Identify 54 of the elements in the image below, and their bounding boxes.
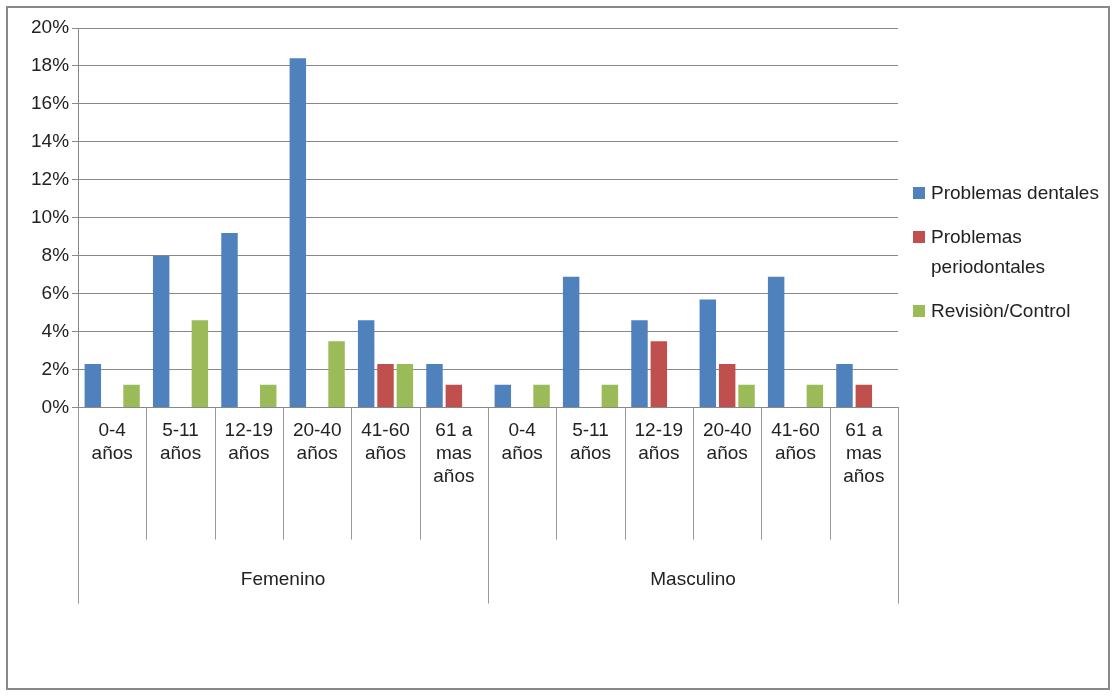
bar [377, 363, 394, 408]
x-tick-label: 5-11 años [569, 419, 612, 464]
text: Masculino [650, 567, 736, 589]
y-tick-label: 18% [31, 54, 70, 76]
x-tick-label: 5-11 años [159, 419, 202, 464]
y-tick-label: 2% [41, 357, 70, 379]
bar [855, 384, 873, 408]
bar [601, 384, 619, 408]
x-tick-label: 20-40 años [702, 419, 752, 464]
y-tick-label: 10% [31, 206, 70, 228]
x-tick-label: 41-60 años [361, 419, 410, 464]
x-tick-label: 61 a mas años [433, 419, 475, 486]
bar [221, 232, 238, 408]
x-tick-label: 20-40 años [292, 419, 342, 464]
bar [738, 384, 755, 408]
x-tick-label: 12-19 años [224, 419, 274, 464]
bar [650, 341, 668, 408]
y-tick-label: 4% [41, 319, 70, 341]
bar [426, 363, 443, 408]
legend-label: Problemas periodontales [931, 225, 1047, 279]
y-tick-label: 12% [31, 168, 70, 190]
bar [562, 276, 580, 408]
bar [494, 384, 512, 408]
bar [259, 384, 277, 408]
bar [328, 341, 345, 408]
x-tick-label: 12-19 años [634, 419, 684, 464]
bar [357, 320, 375, 408]
bar [396, 363, 414, 408]
text: Femenino [240, 567, 326, 589]
bar [445, 384, 463, 408]
legend-label: Problemas dentales [931, 181, 1100, 205]
y-tick-label: 16% [31, 92, 70, 114]
bar [152, 255, 170, 408]
bar [806, 384, 824, 408]
legend-label: Revisiòn/Control [931, 299, 1072, 323]
y-tick-label: 0% [41, 395, 70, 417]
bar [123, 384, 140, 408]
y-tick-label: 14% [31, 130, 70, 152]
bar [289, 58, 307, 408]
bar [84, 363, 102, 408]
y-tick-label: 20% [31, 16, 70, 38]
bar [718, 363, 736, 408]
x-tick-label: 41-60 años [771, 419, 820, 464]
x-tick-label: 0-4 años [501, 419, 543, 464]
bar [631, 320, 648, 408]
bar [699, 299, 717, 408]
bar [767, 276, 785, 408]
y-tick-label: 6% [41, 281, 70, 303]
bar [533, 384, 550, 408]
y-tick-label: 8% [41, 243, 70, 265]
x-tick-label: 61 a mas años [843, 419, 885, 486]
bar [836, 363, 853, 408]
bar [191, 320, 209, 408]
x-tick-label: 0-4 años [91, 419, 133, 464]
